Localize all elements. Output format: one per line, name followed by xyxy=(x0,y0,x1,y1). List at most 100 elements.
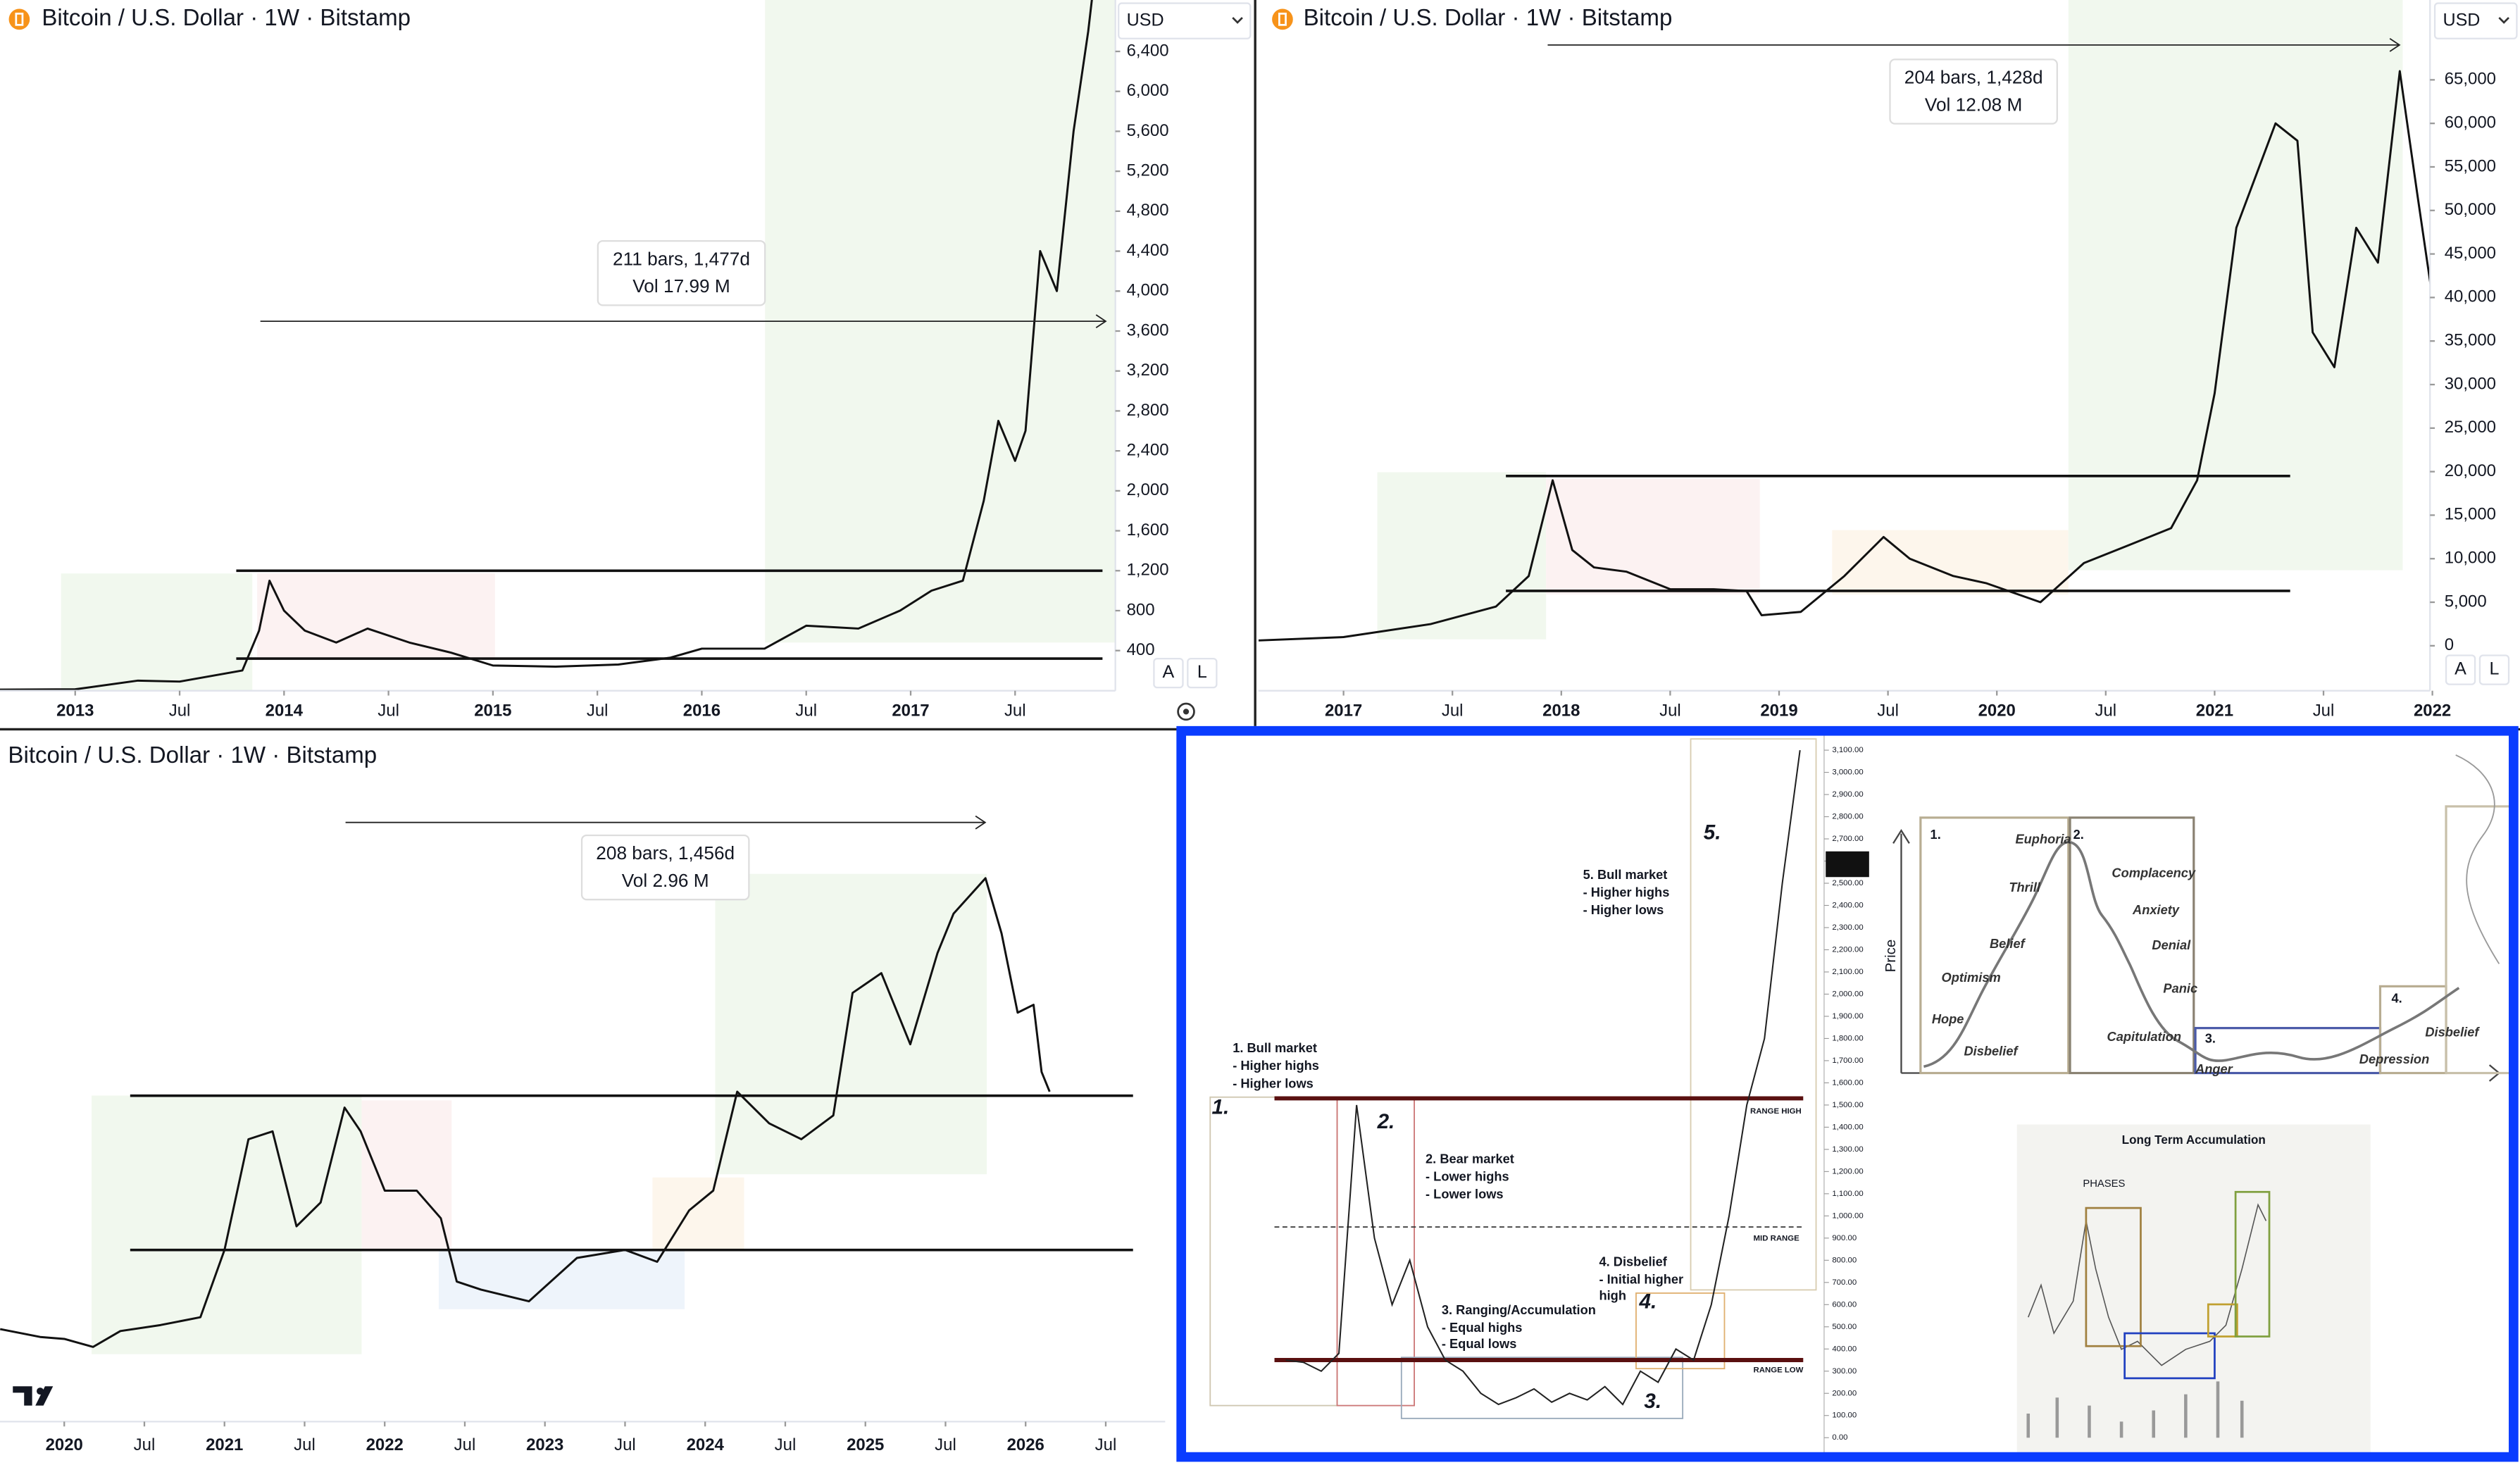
range-highlight xyxy=(2068,0,2403,571)
phase-box xyxy=(2123,1332,2216,1380)
price-tick-label: 10,000 xyxy=(2445,549,2496,568)
scale-button[interactable] xyxy=(2478,654,2510,685)
plot-area xyxy=(0,873,1133,1354)
cycle-label: Thrill xyxy=(2009,880,2041,894)
time-tick-label: Jul xyxy=(1442,702,1464,721)
inset-tick-label: 900.00 xyxy=(1832,1234,1857,1242)
price-tick-label: 30,000 xyxy=(2445,374,2496,393)
measure-volume: Vol 17.99 M xyxy=(632,275,730,297)
annotation: 4. Disbelief xyxy=(1599,1254,1667,1268)
cycle-label: Panic xyxy=(2163,981,2197,996)
time-tick-label: 2022 xyxy=(366,1435,404,1454)
phase-box xyxy=(1690,738,1817,1291)
annotation: 1. Bull market xyxy=(1233,1040,1317,1055)
thumbnail-volume xyxy=(2026,1381,2244,1438)
chart-panel: 208 bars, 1,456d Vol 2.96 M Bitcoin / U.S.… xyxy=(0,742,1166,1454)
time-tick-label: Jul xyxy=(378,702,399,721)
price-tick-label: 5,200 xyxy=(1127,161,1169,180)
cycle-label: 2. xyxy=(2073,827,2084,842)
dropdown-chevron xyxy=(1232,17,1243,24)
inset-tick-label: 600.00 xyxy=(1832,1300,1857,1309)
chart-panel: 211 bars, 1,477d Vol 17.99 M Bitcoin / U.S… xyxy=(0,0,1252,721)
time-tick-label: Jul xyxy=(294,1435,316,1454)
time-tick-label: 2017 xyxy=(1325,702,1362,721)
bitcoin-icon xyxy=(8,8,30,30)
time-tick-label: Jul xyxy=(587,702,609,721)
scale-button-label[interactable]: A xyxy=(1163,662,1175,682)
annotation: 5. Bull market xyxy=(1583,867,1668,882)
time-tick-label: 2026 xyxy=(1007,1435,1044,1454)
inset-border xyxy=(1176,725,2519,1462)
thumbnail-phases: PHASES xyxy=(2083,1178,2125,1190)
time-tick-label: 2022 xyxy=(2414,702,2451,721)
accumulation-thumbnail: Long Term Accumulation PHASES xyxy=(2016,1124,2371,1454)
cycle-label: Depression xyxy=(2359,1052,2429,1066)
price-tick-label: 1,200 xyxy=(1127,561,1169,580)
time-tick-label: 2014 xyxy=(266,702,304,721)
price-tick-label: 60,000 xyxy=(2445,113,2496,132)
inset-tick-label: 1,300.00 xyxy=(1832,1145,1863,1154)
settings-button[interactable] xyxy=(1177,702,1195,721)
inset-tick-label: 1,600.00 xyxy=(1832,1078,1863,1087)
price-tick-label: 800 xyxy=(1127,600,1155,619)
inset-plot xyxy=(1274,749,1804,1406)
scale-button-label[interactable]: A xyxy=(2454,659,2466,679)
bitcoin-icon-mark xyxy=(1278,13,1287,26)
inset-tick-label: 2,500.00 xyxy=(1832,879,1863,887)
inset-tick-label: 100.00 xyxy=(1832,1411,1857,1420)
phase-box xyxy=(1919,816,2070,1075)
time-tick-label: 2017 xyxy=(892,702,929,721)
cycle-label: Complacency xyxy=(2112,866,2196,880)
price-tick-label: 2,000 xyxy=(1127,480,1169,499)
scale-button[interactable] xyxy=(1153,657,1184,689)
scale-button-label[interactable]: L xyxy=(1197,662,1207,682)
time-tick-label: 2016 xyxy=(683,702,721,721)
cycle-label: Denial xyxy=(2152,937,2191,952)
price-line xyxy=(0,0,1093,691)
time-tick-label: 2020 xyxy=(46,1435,83,1454)
time-tick-label: 2013 xyxy=(56,702,94,721)
annotation: 3. Ranging/Accumulation xyxy=(1442,1302,1596,1317)
inset-tick-label: 700.00 xyxy=(1832,1278,1857,1287)
annotation: - Higher lows xyxy=(1233,1076,1314,1090)
bitcoin-icon-mark xyxy=(15,13,24,26)
range-highlight xyxy=(1546,478,1760,594)
inset-tick-label: 1,200.00 xyxy=(1832,1167,1863,1176)
inset-tick-label: 1,900.00 xyxy=(1832,1012,1863,1021)
price-tick-label: 4,400 xyxy=(1127,241,1169,260)
scale-button[interactable] xyxy=(2445,654,2476,685)
scale-button-label[interactable]: L xyxy=(2490,659,2500,679)
range-highlight xyxy=(652,1177,744,1250)
price-tick-label: 45,000 xyxy=(2445,244,2496,263)
cycle-axes xyxy=(1892,828,2501,1082)
inset-tick-label: 1,100.00 xyxy=(1832,1190,1863,1198)
price-tick-label: 55,000 xyxy=(2445,156,2496,175)
cycle-label: Euphoria xyxy=(2015,832,2071,847)
annotation: - Higher lows xyxy=(1583,902,1664,917)
tradingview-logo xyxy=(13,1386,54,1406)
time-tick-label: 2023 xyxy=(526,1435,563,1454)
price-tick-label: 35,000 xyxy=(2445,331,2496,350)
cycle-label: Disbelief xyxy=(2425,1024,2480,1039)
time-tick-label: Jul xyxy=(775,1435,797,1454)
price-tick-label: 3,600 xyxy=(1127,320,1169,339)
annotation: - Lower lows xyxy=(1426,1187,1504,1202)
settings-button-core xyxy=(1183,709,1190,715)
inset-tick-label: 2,100.00 xyxy=(1832,968,1863,976)
annotation: 5. xyxy=(1704,821,1721,844)
measure-volume: Vol 2.96 M xyxy=(622,870,709,891)
currency-select xyxy=(2433,2,2518,39)
inset-tick-label: 2,000.00 xyxy=(1832,990,1863,998)
time-tick-label: 2015 xyxy=(474,702,511,721)
annotation: MID RANGE xyxy=(1754,1234,1800,1242)
time-tick-label: 2024 xyxy=(687,1435,725,1454)
cycle-label: Disbelief xyxy=(1964,1044,2019,1059)
scale-button[interactable] xyxy=(1187,657,1218,689)
cycle-label: Optimism xyxy=(1942,970,2001,985)
currency-select xyxy=(1118,2,1252,39)
time-tick-label: 2018 xyxy=(1542,702,1580,721)
annotation: 3. xyxy=(1644,1390,1661,1413)
